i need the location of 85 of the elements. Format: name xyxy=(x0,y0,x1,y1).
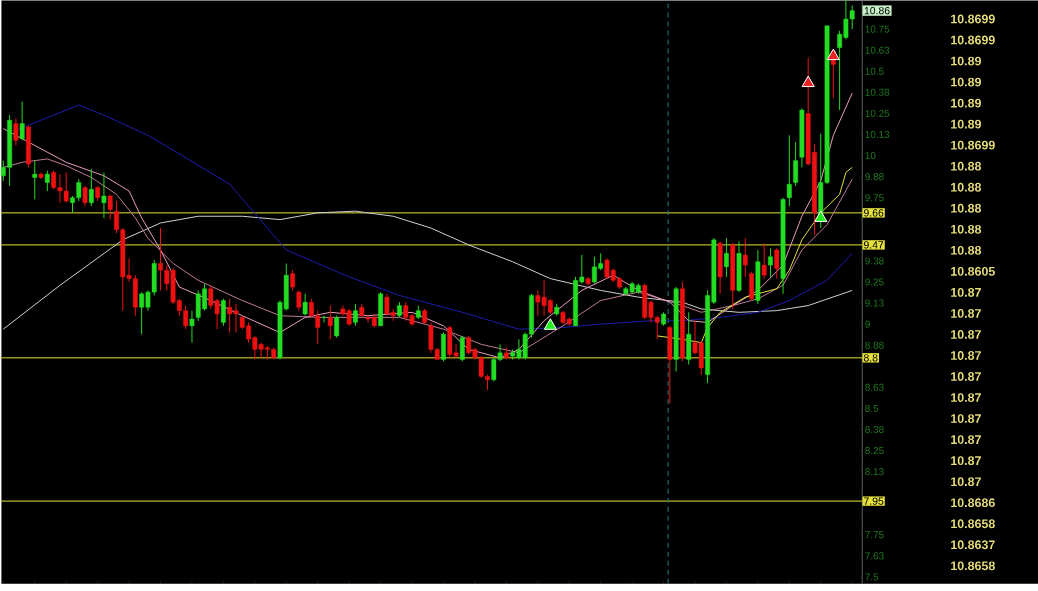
candlestick xyxy=(44,170,50,192)
y-tick-label: 8.25 xyxy=(865,447,884,455)
candlestick xyxy=(13,118,19,147)
point xyxy=(543,318,557,331)
text: 10.87 xyxy=(951,393,981,403)
text: 10.8699 xyxy=(951,141,995,150)
y-tick-label: 9 xyxy=(865,320,870,328)
y-tick-label: 8.38 xyxy=(865,426,884,434)
text: 10.87 xyxy=(951,372,981,382)
ref-line-label: 9.66 xyxy=(863,209,884,217)
candlestick xyxy=(19,101,25,142)
candlestick xyxy=(189,310,195,344)
ref-line-label: 8.8 xyxy=(863,354,878,362)
text: 10.87 xyxy=(951,288,981,298)
line-series xyxy=(2,210,853,330)
text: 10.88 xyxy=(951,162,982,171)
text: 10.8637 xyxy=(951,540,995,550)
annotation: 10.86 xyxy=(864,7,890,15)
y-tick-label: 8.5 xyxy=(865,405,879,413)
text: 10.87 xyxy=(951,309,981,319)
point xyxy=(801,75,815,88)
text: 10.87 xyxy=(951,351,981,361)
y-tick-label: 10.38 xyxy=(865,89,890,97)
candlestick xyxy=(459,335,465,362)
text: 10.89 xyxy=(951,77,981,87)
y-tick-label: 10.63 xyxy=(865,46,890,54)
ref-line-label: 9.47 xyxy=(863,241,884,249)
text: 10.8658 xyxy=(951,519,995,529)
text: 10.8699 xyxy=(951,14,995,24)
candlestick xyxy=(107,194,113,221)
text: 10.87 xyxy=(951,477,981,487)
y-tick-label: 7.75 xyxy=(865,531,884,539)
candlestick xyxy=(327,305,333,341)
y-tick-label: 9.38 xyxy=(865,257,884,265)
text: 10.87 xyxy=(951,330,981,340)
candlestick xyxy=(724,237,729,278)
text: 10.88 xyxy=(951,225,982,234)
y-tick-label: 7.63 xyxy=(865,552,884,560)
text: 10.88 xyxy=(951,246,982,255)
candlestick xyxy=(221,298,226,327)
candlestick xyxy=(88,168,94,207)
y-tick-label: 9.75 xyxy=(865,194,884,202)
candlestick xyxy=(296,290,302,312)
candlestick xyxy=(302,293,308,317)
text: 10.87 xyxy=(951,414,981,424)
y-tick-label: 8.88 xyxy=(865,341,884,349)
y-tick-label: 10 xyxy=(865,152,876,160)
text: 10.89 xyxy=(951,56,981,66)
y-tick-label: 9.13 xyxy=(865,299,884,307)
text: 10.87 xyxy=(951,435,981,445)
candlestick xyxy=(82,185,88,207)
text: 10.8605 xyxy=(951,267,995,276)
y-tick-label: 10.25 xyxy=(865,110,890,118)
text: 10.89 xyxy=(951,119,981,129)
y-tick-label: 7.5 xyxy=(865,573,879,581)
candlestick xyxy=(768,248,773,278)
y-tick-label: 8.63 xyxy=(865,384,884,392)
candlestick xyxy=(786,135,792,207)
y-tick-label: 9.88 xyxy=(865,173,884,181)
candlestick xyxy=(353,303,358,327)
point xyxy=(814,210,828,223)
text: 10.8686 xyxy=(951,498,995,508)
candlestick xyxy=(793,141,799,187)
text: 10.88 xyxy=(951,183,982,192)
candlestick xyxy=(101,172,107,219)
candlestick xyxy=(32,160,38,201)
line-series xyxy=(2,92,853,359)
y-tick-label: 10.13 xyxy=(865,131,890,139)
text: 10.89 xyxy=(951,98,981,108)
candlestick xyxy=(761,242,767,280)
text: 10.8699 xyxy=(951,35,995,45)
y-tick-label: 10.75 xyxy=(865,25,890,33)
candlestick xyxy=(321,315,327,324)
ref-line-label: 7.95 xyxy=(863,497,884,506)
text: 10.8658 xyxy=(951,561,995,571)
candlestick xyxy=(334,315,339,339)
text: 10.87 xyxy=(951,456,981,466)
candlestick xyxy=(742,237,748,278)
candlestick xyxy=(290,269,295,292)
y-tick-label: 8.13 xyxy=(865,468,884,476)
y-tick-label: 9.25 xyxy=(865,278,884,286)
point xyxy=(826,48,840,61)
candlestick xyxy=(774,248,780,280)
text: 10.88 xyxy=(951,204,982,213)
y-tick-label: 10.5 xyxy=(865,68,884,76)
